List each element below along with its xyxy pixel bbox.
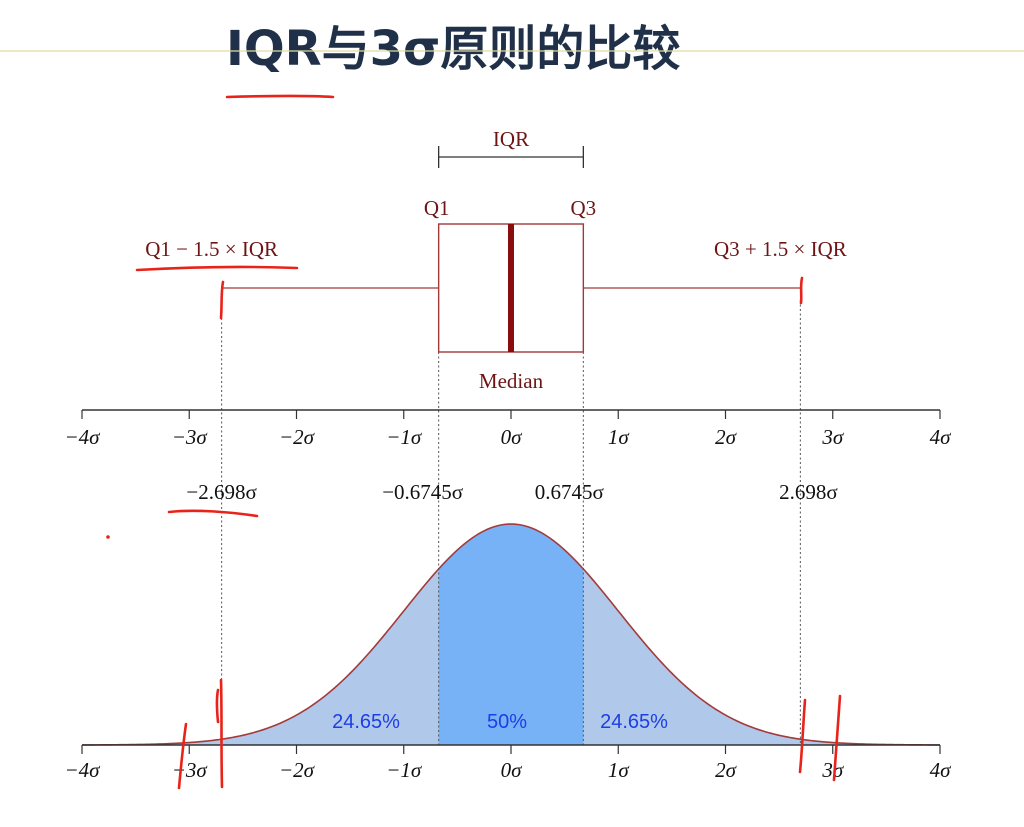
axis-tick-label-top: 1σ — [608, 425, 631, 449]
minus-3sigma-mark — [177, 722, 188, 790]
axis-tick-label-top: −3σ — [172, 425, 209, 449]
axis-tick-label-top: −1σ — [386, 425, 423, 449]
reference-label-neg-06745: −0.6745σ — [382, 480, 463, 504]
reference-label-06745: 0.6745σ — [535, 480, 604, 504]
axis-tick-label-bottom: 0σ — [501, 758, 524, 782]
upper-fence-label: Q3 + 1.5 × IQR — [714, 237, 847, 261]
percent-left-tail: 24.65% — [332, 711, 400, 733]
reference-label-neg-2698: −2.698σ — [186, 480, 256, 504]
slide-title: IQR与3σ原则的比较 — [226, 21, 681, 77]
axis-tick-label-bottom: 2σ — [715, 758, 738, 782]
percent-right-tail: 24.65% — [600, 711, 668, 733]
axis-tick-label-bottom: −1σ — [386, 758, 423, 782]
axis-tick-label-top: 3σ — [821, 425, 845, 449]
fence-label-underline — [135, 265, 299, 272]
median-label: Median — [479, 369, 544, 393]
q1-label: Q1 — [424, 196, 450, 220]
axis-tick-label-bottom: 1σ — [608, 758, 631, 782]
normal-curve — [81, 523, 941, 746]
lower-fence-bottom-mark-2 — [215, 688, 220, 724]
lower-fence-label: Q1 − 1.5 × IQR — [145, 237, 278, 261]
axis-tick-label-top: −2σ — [279, 425, 316, 449]
axis-tick-label-top: 2σ — [715, 425, 738, 449]
axis-tick-label-bottom: −2σ — [279, 758, 316, 782]
axis-tick-label-bottom: 3σ — [821, 758, 845, 782]
percent-center: 50% — [487, 711, 527, 733]
q3-label: Q3 — [571, 196, 597, 220]
iqr-label: IQR — [493, 127, 529, 151]
reference-label-2698: 2.698σ — [779, 480, 838, 504]
title-underline-annotation — [225, 94, 335, 99]
axis-tick-label-bottom: −4σ — [64, 758, 101, 782]
lower-fence-tick-mark — [219, 280, 225, 320]
axis-tick-label-top: 0σ — [501, 425, 524, 449]
axis-tick-label-bottom: −3σ — [172, 758, 209, 782]
upper-fence-tick-mark — [799, 276, 804, 305]
axis-tick-label-bottom: 4σ — [930, 758, 953, 782]
value-underline — [167, 509, 259, 518]
axis-tick-label-top: −4σ — [64, 425, 101, 449]
axis-tick-label-top: 4σ — [930, 425, 953, 449]
plus-3sigma-mark — [832, 694, 842, 782]
lower-fence-bottom-mark — [219, 678, 224, 789]
upper-fence-bottom-mark — [798, 698, 807, 774]
curve-center-fill — [438, 524, 584, 745]
ink-dot — [106, 535, 110, 539]
